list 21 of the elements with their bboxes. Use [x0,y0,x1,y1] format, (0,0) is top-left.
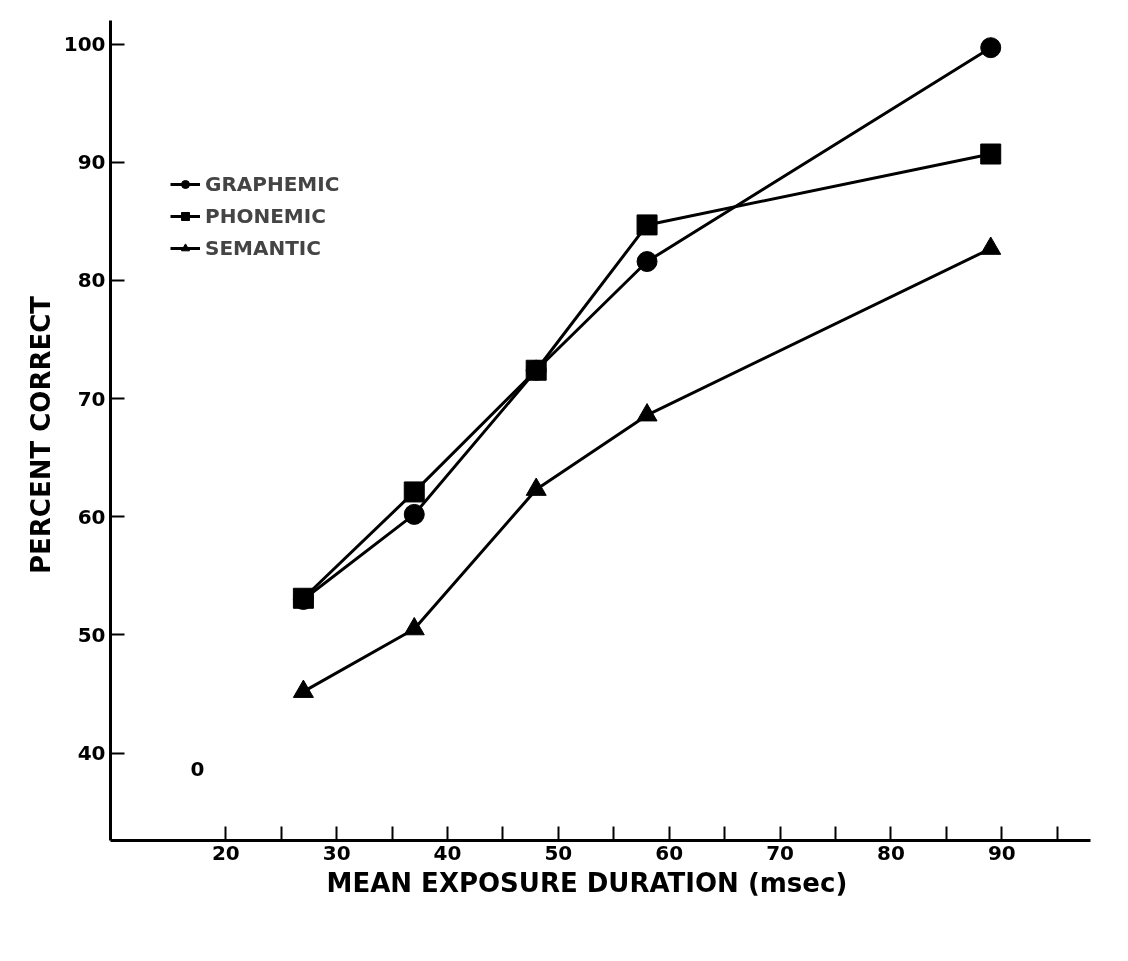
y-axis-title: PERCENT CORRECT [25,295,56,575]
x-tick-label: 60 [655,840,684,865]
y-tick-label: 70 [77,386,106,411]
x-tick-label: 30 [322,840,351,865]
x-tick-label: 90 [987,840,1016,865]
x-axis-title: MEAN EXPOSURE DURATION (msec) [326,867,848,898]
x-tick-label: 40 [433,840,462,865]
x-tick-label: 50 [544,840,573,865]
y-tick-label: 100 [63,32,106,57]
y-tick-label: 80 [77,268,106,293]
legend-label: GRAPHEMIC [205,172,340,196]
x-tick-label: 80 [877,840,905,865]
legend-label: SEMANTIC [205,236,321,260]
x-tick-label: 70 [766,840,795,865]
y-tick-label: 60 [77,504,106,529]
y-tick-label: 90 [77,150,106,175]
y-tick-label: 40 [77,741,106,766]
annotation: 0 [190,756,205,781]
y-tick-label: 50 [77,622,106,647]
x-tick-label: 20 [211,840,240,865]
legend-label: PHONEMIC [205,204,326,228]
